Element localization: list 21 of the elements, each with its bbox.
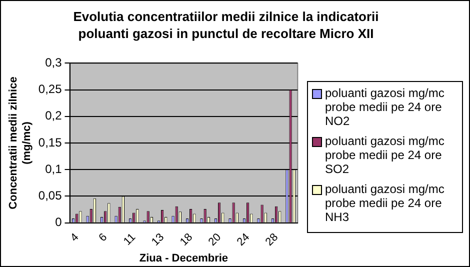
y-tick-label: 0,2 — [45, 108, 62, 123]
y-tick-label: 0,25 — [38, 82, 62, 96]
x-tick-label: 6 — [96, 231, 110, 244]
legend-label: poluanti gazosi mg/mc probe medii pe 24 ore SO2 — [325, 134, 446, 176]
y-tick-label: 0,1 — [45, 162, 62, 176]
legend-label: poluanti gazosi mg/mc probe medii pe 24 ore NO2 — [325, 86, 446, 128]
legend-label: poluanti gazosi mg/mc probe medii pe 24 ore NH3 — [325, 182, 446, 224]
chart-title: Evolutia concentratiilor medii zilnice la indicatorii poluanti gazosi in punctul de recoltare Micro XII — [72, 8, 380, 42]
x-tick-label: 20 — [206, 231, 224, 248]
x-tick-label: 13 — [149, 231, 167, 248]
x-tick-label: 11 — [122, 231, 138, 248]
x-tick-label: 28 — [263, 231, 281, 248]
x-tick-label: 4 — [68, 231, 82, 244]
y-axis-title: Concentratii medii zilnice (mg/mc) — [8, 76, 33, 210]
x-tick-label: 24 — [234, 231, 252, 248]
y-tick-label: 0,05 — [38, 188, 62, 203]
y-tick-label: 0 — [55, 215, 62, 230]
x-axis-title: Ziua - Decembrie — [139, 252, 228, 264]
x-tick-label: 18 — [178, 231, 196, 248]
y-tick-label: 0,3 — [45, 56, 62, 70]
y-tick-label: 0,15 — [38, 135, 62, 150]
